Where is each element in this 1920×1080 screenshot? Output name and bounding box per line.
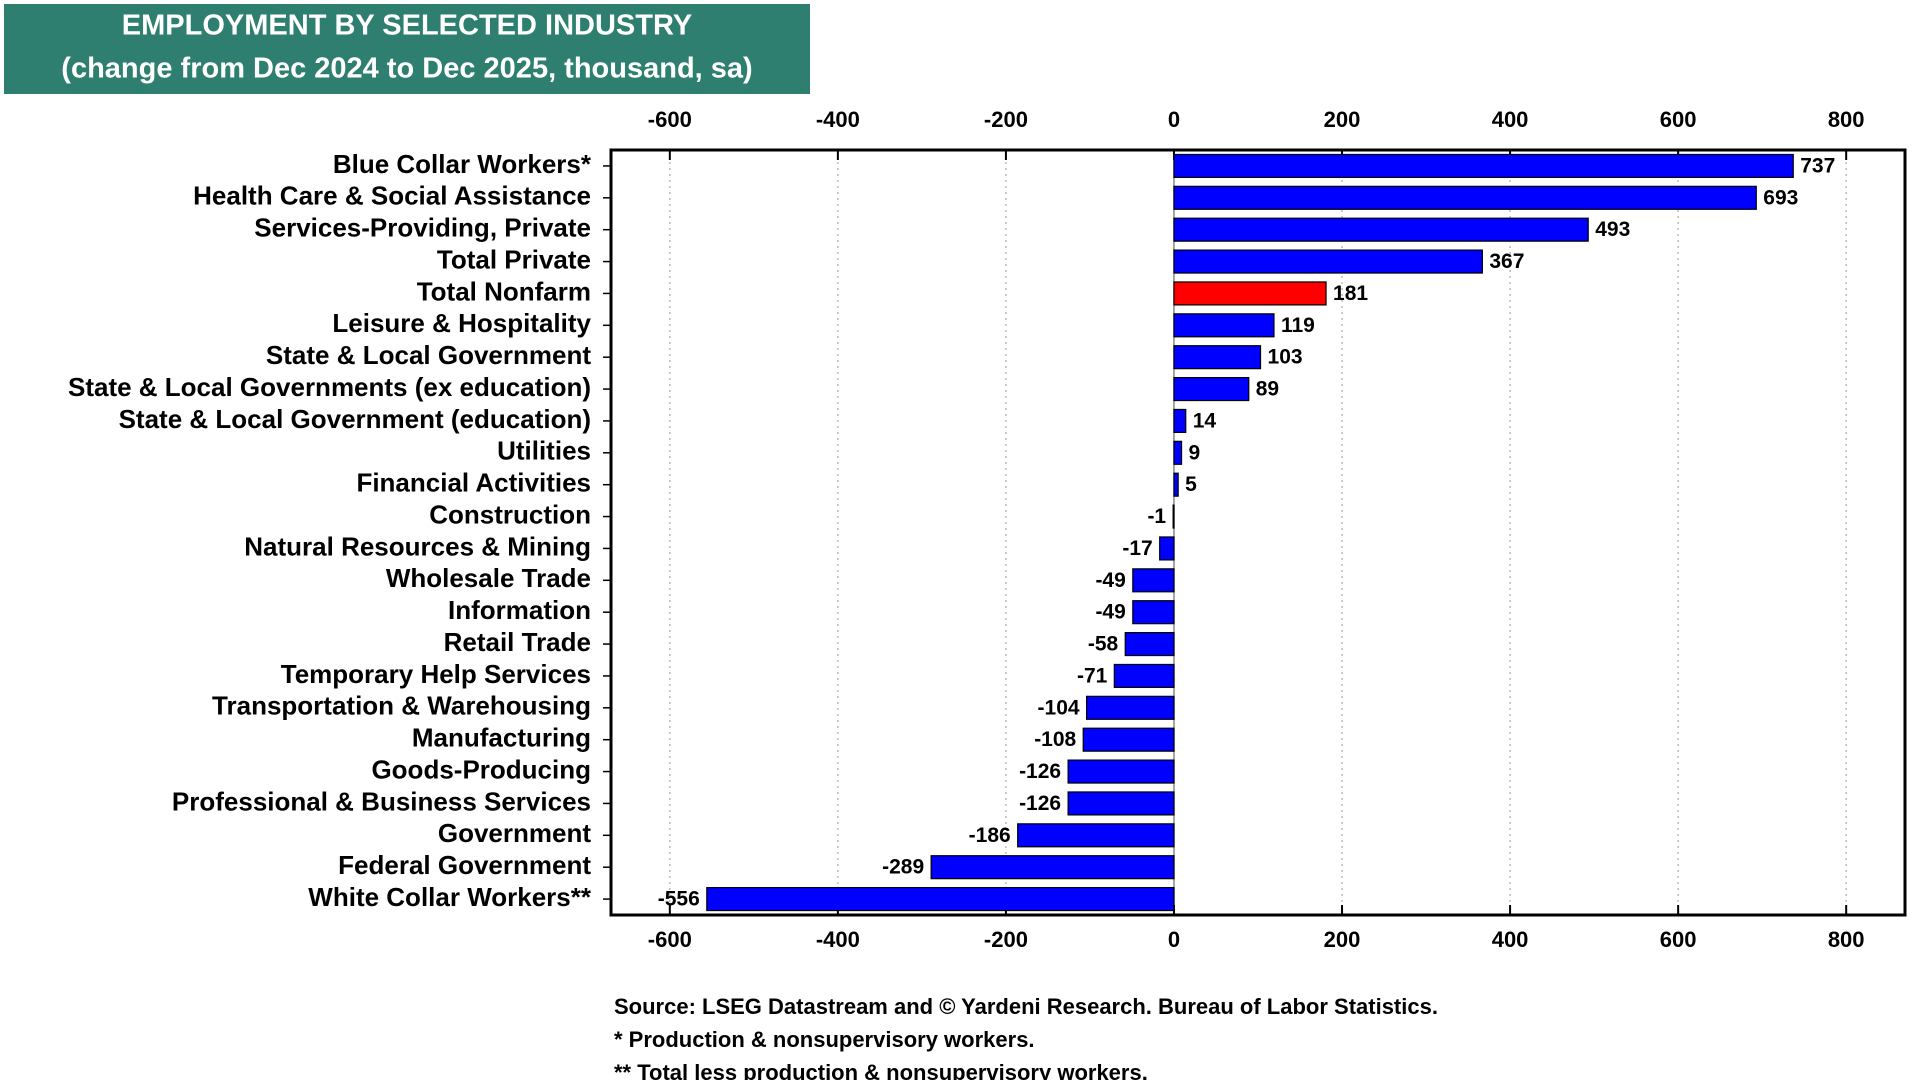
x-tick-label: 600 bbox=[1660, 927, 1697, 952]
x-tick-label: 400 bbox=[1492, 107, 1529, 132]
x-tick-label: -600 bbox=[648, 107, 692, 132]
x-tick-label: -400 bbox=[816, 107, 860, 132]
value-label: 737 bbox=[1800, 154, 1835, 177]
bar bbox=[1173, 440, 1183, 465]
value-label: 367 bbox=[1489, 250, 1524, 273]
y-tick-label: Transportation & Warehousing bbox=[212, 691, 591, 721]
x-tick-label: -200 bbox=[984, 927, 1028, 952]
value-label: -58 bbox=[1088, 633, 1119, 656]
bar bbox=[1132, 600, 1175, 625]
value-label: 14 bbox=[1193, 409, 1217, 432]
value-label: 89 bbox=[1256, 378, 1279, 401]
x-tick-label: -200 bbox=[984, 107, 1028, 132]
footnote: ** Total less production & nonsupervisor… bbox=[614, 1060, 1148, 1080]
y-tick-label: Services-Providing, Private bbox=[254, 213, 591, 243]
bar bbox=[1173, 408, 1187, 434]
bar bbox=[1085, 695, 1175, 720]
value-label: 103 bbox=[1268, 346, 1303, 369]
bar bbox=[930, 855, 1175, 880]
value-label: -186 bbox=[969, 824, 1011, 847]
footnote: Source: LSEG Datastream and © Yardeni Re… bbox=[614, 994, 1438, 1019]
y-tick-label: Financial Activities bbox=[356, 468, 591, 498]
y-tick-label: State & Local Government bbox=[266, 340, 591, 370]
y-tick-label: Manufacturing bbox=[412, 723, 591, 753]
bar bbox=[1173, 281, 1327, 306]
bar bbox=[1173, 217, 1589, 242]
y-tick-label: Total Nonfarm bbox=[417, 276, 591, 306]
chart-subtitle: (change from Dec 2024 to Dec 2025, thous… bbox=[61, 53, 752, 85]
y-tick-label: Information bbox=[448, 595, 591, 625]
x-tick-label: 0 bbox=[1168, 927, 1180, 952]
value-label: -1 bbox=[1147, 505, 1166, 528]
x-tick-label: 800 bbox=[1828, 107, 1865, 132]
value-label: -556 bbox=[658, 888, 700, 911]
bar bbox=[1172, 504, 1175, 529]
bar bbox=[706, 886, 1175, 912]
bar bbox=[1124, 631, 1175, 657]
chart-title: EMPLOYMENT BY SELECTED INDUSTRY bbox=[122, 10, 692, 42]
bar bbox=[1173, 345, 1262, 370]
value-label: 693 bbox=[1763, 186, 1798, 209]
title-box bbox=[4, 4, 810, 94]
y-tick-label: State & Local Government (education) bbox=[119, 404, 591, 434]
bar bbox=[1173, 376, 1250, 402]
x-tick-label: 600 bbox=[1660, 107, 1697, 132]
footnote: * Production & nonsupervisory workers. bbox=[614, 1027, 1035, 1052]
value-label: 119 bbox=[1281, 314, 1315, 337]
x-tick-label: 800 bbox=[1828, 927, 1865, 952]
value-label: -126 bbox=[1019, 760, 1061, 783]
bar bbox=[1067, 759, 1175, 784]
y-tick-label: Goods-Producing bbox=[371, 754, 591, 784]
x-tick-label: -400 bbox=[816, 927, 860, 952]
value-label: -104 bbox=[1038, 696, 1080, 719]
y-tick-label: Professional & Business Services bbox=[172, 786, 591, 816]
bar bbox=[1067, 791, 1175, 816]
y-tick-label: State & Local Governments (ex education) bbox=[68, 372, 591, 402]
y-tick-label: White Collar Workers** bbox=[308, 882, 592, 912]
y-tick-label: Federal Government bbox=[338, 850, 591, 880]
bar bbox=[1173, 313, 1275, 338]
x-tick-label: 200 bbox=[1324, 107, 1361, 132]
bar bbox=[1159, 536, 1175, 561]
y-tick-label: Blue Collar Workers* bbox=[333, 149, 592, 179]
x-tick-label: 200 bbox=[1324, 927, 1361, 952]
y-tick-label: Retail Trade bbox=[444, 627, 591, 657]
y-tick-label: Government bbox=[438, 818, 591, 848]
y-tick-label: Total Private bbox=[437, 244, 591, 274]
bar bbox=[1017, 823, 1175, 848]
plot-frame bbox=[609, 148, 1907, 917]
bar bbox=[1113, 663, 1175, 689]
y-tick-label: Wholesale Trade bbox=[386, 563, 591, 593]
value-label: 493 bbox=[1595, 218, 1630, 241]
value-label: -71 bbox=[1077, 664, 1108, 687]
bar bbox=[1132, 568, 1175, 593]
y-tick-label: Construction bbox=[429, 499, 591, 529]
y-tick-label: Natural Resources & Mining bbox=[244, 531, 591, 561]
y-tick-label: Temporary Help Services bbox=[281, 659, 591, 689]
bar bbox=[1082, 727, 1175, 752]
x-tick-label: 0 bbox=[1168, 107, 1180, 132]
x-tick-label: -600 bbox=[648, 927, 692, 952]
x-tick-label: 400 bbox=[1492, 927, 1529, 952]
value-label: -126 bbox=[1019, 792, 1061, 815]
value-label: -49 bbox=[1095, 601, 1125, 624]
value-label: -17 bbox=[1122, 537, 1152, 560]
value-label: 9 bbox=[1189, 441, 1201, 464]
bar bbox=[1173, 472, 1179, 497]
y-tick-label: Utilities bbox=[497, 436, 591, 466]
y-tick-label: Leisure & Hospitality bbox=[332, 308, 591, 338]
value-label: -108 bbox=[1034, 728, 1076, 751]
value-label: -289 bbox=[882, 856, 924, 879]
y-tick-label: Health Care & Social Assistance bbox=[193, 181, 591, 211]
bar bbox=[1173, 185, 1757, 210]
bar bbox=[1173, 153, 1794, 179]
value-label: 181 bbox=[1333, 282, 1368, 305]
value-label: 5 bbox=[1185, 473, 1197, 496]
bar bbox=[1173, 249, 1483, 274]
value-label: -49 bbox=[1095, 569, 1125, 592]
